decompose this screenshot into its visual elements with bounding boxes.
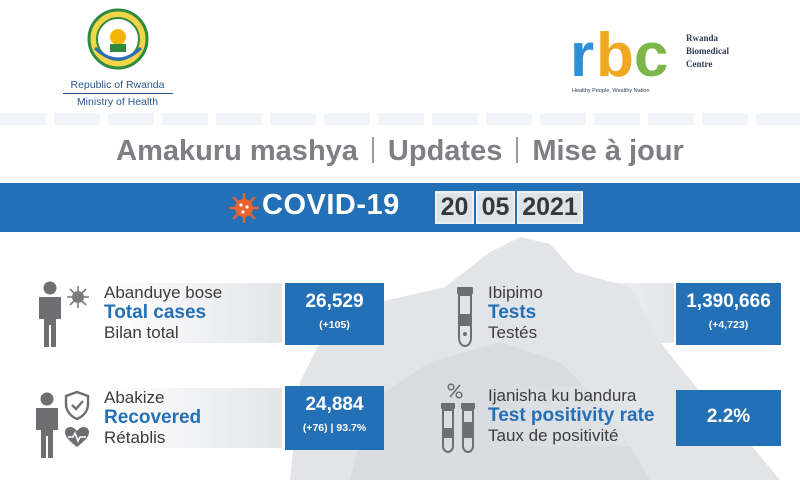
moh-divider (62, 93, 173, 94)
positivity-value: 2.2% (706, 406, 751, 427)
title-separator (371, 137, 374, 163)
recovered-en: Recovered (104, 407, 202, 428)
rbc-tagline: Healthy People, Wealthy Nation (572, 88, 650, 94)
updates-title: Amakuru mashya Updates Mise à jour (0, 135, 800, 168)
recovered-fr: Rétablis (104, 428, 166, 447)
rbc-logo: r b c Rwanda Biomedical Centre Healthy P… (570, 24, 729, 104)
recovered-value: 24,884 (305, 394, 364, 415)
title-english: Updates (387, 135, 503, 167)
total-cases-change: (+105) (319, 319, 350, 331)
rbc-name-line-3: Centre (686, 59, 713, 69)
recovered-rw: Abakize (104, 388, 165, 407)
positivity-en: Test positivity rate (488, 405, 655, 426)
svg-text:r: r (570, 24, 594, 86)
tests-rw: Ibipimo (488, 283, 543, 302)
moh-country-text: Republic of Rwanda (70, 79, 165, 91)
tests-label: Ibipimo Tests Testés (488, 283, 543, 343)
positivity-fade (488, 386, 674, 446)
svg-text:c: c (634, 24, 668, 86)
rbc-full-name: Rwanda Biomedical Centre (686, 32, 729, 71)
person-icon (39, 281, 61, 347)
heart-pulse-icon (65, 427, 89, 447)
percent-icon (447, 383, 463, 399)
date-year: 2021 (517, 191, 583, 224)
positivity-box: 2.2% (676, 390, 781, 446)
covid-title: COVID-19 (262, 189, 400, 221)
person-icon (36, 392, 58, 458)
date-day: 20 (435, 191, 474, 224)
positivity-rw: Ijanisha ku bandura (488, 386, 637, 405)
recovered-box: 24,884 (+76) | 93.7% (285, 386, 384, 450)
tests-box: 1,390,666 (+4,723) (676, 283, 781, 345)
virus-icon (229, 193, 259, 223)
ministry-of-health-logo: Republic of Rwanda Ministry of Health (55, 8, 180, 108)
recovered-fade (104, 388, 282, 448)
tests-value: 1,390,666 (686, 291, 771, 312)
tests-fr: Testés (488, 323, 538, 342)
positivity-label: Ijanisha ku bandura Test positivity rate… (488, 386, 654, 446)
rwanda-seal-icon (87, 8, 148, 70)
test-tubes-icon (441, 403, 475, 454)
title-french: Mise à jour (532, 135, 684, 167)
tests-en: Tests (488, 302, 537, 323)
virus-small-icon (67, 286, 89, 308)
rbc-name-line-2: Biomedical (686, 46, 729, 56)
total-cases-label: Abanduye bose Total cases Bilan total (104, 283, 222, 343)
total-cases-en: Total cases (104, 302, 207, 323)
total-cases-fade (104, 283, 282, 343)
shield-check-icon (64, 390, 90, 420)
moh-ministry-text: Ministry of Health (76, 96, 159, 108)
decorative-strip (0, 113, 800, 125)
date-month: 05 (476, 191, 515, 224)
svg-text:b: b (596, 24, 634, 86)
tests-fade (488, 283, 674, 343)
test-tube-icon (457, 287, 473, 348)
title-separator (516, 137, 519, 163)
total-cases-box: 26,529 (+105) (285, 283, 384, 345)
total-cases-fr: Bilan total (104, 323, 179, 342)
recovered-change: (+76) | 93.7% (302, 422, 367, 434)
positivity-fr: Taux de positivité (488, 426, 619, 445)
title-kinyarwanda: Amakuru mashya (116, 135, 358, 167)
tests-change: (+4,723) (708, 319, 749, 331)
total-cases-rw: Abanduye bose (104, 283, 223, 302)
total-cases-value: 26,529 (305, 291, 364, 312)
recovered-label: Abakize Recovered Rétablis (104, 388, 201, 448)
covid-banner (0, 183, 800, 232)
rbc-wordmark-icon: r b c (570, 24, 668, 86)
rbc-name-line-1: Rwanda (686, 33, 719, 43)
